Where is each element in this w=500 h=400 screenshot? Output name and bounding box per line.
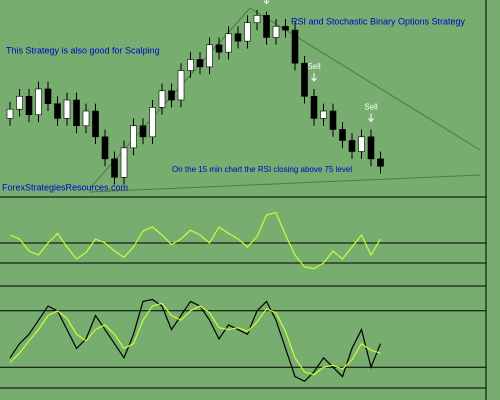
candle-body (358, 136, 365, 152)
candle-body (329, 110, 337, 130)
candle-body (130, 125, 137, 149)
candle-body (44, 88, 52, 104)
trendline (249, 7, 481, 151)
candle-body (320, 110, 327, 119)
candle-body (25, 96, 33, 116)
candle-body (377, 158, 384, 167)
candle-body (339, 129, 346, 141)
candle-body (348, 140, 356, 152)
candle-body (63, 99, 71, 119)
candle-body (168, 90, 175, 101)
candle-body (139, 125, 147, 138)
candle-body (35, 88, 42, 116)
signal-arrow (311, 72, 317, 82)
candle-body (310, 96, 318, 119)
signal-label: Sell (364, 103, 378, 112)
candle-body (158, 90, 166, 108)
candle-body (6, 108, 14, 119)
candle-body (73, 99, 80, 127)
indicator-line (9, 302, 381, 376)
candle-body (234, 33, 242, 42)
trendline (89, 174, 481, 193)
candle-body (253, 15, 261, 24)
indicator-line (9, 211, 382, 270)
candle-body (149, 107, 156, 138)
candle-body (215, 44, 223, 53)
signal-arrow (368, 113, 374, 123)
candle-body (177, 70, 185, 101)
candle-body (101, 136, 109, 160)
candle-body (225, 33, 232, 53)
candle-body (301, 62, 308, 97)
candle-body (244, 22, 251, 42)
candle-body (82, 110, 90, 127)
signal-arrow (263, 0, 270, 5)
annotation: On the 15 min chart the RSI closing abov… (172, 165, 352, 174)
candle-body (367, 136, 375, 160)
candle-body (111, 158, 118, 178)
candle-body (16, 96, 23, 110)
chart-title: RSI and Stochastic Binary Options Strate… (291, 16, 466, 26)
candle-body (54, 103, 61, 119)
candle-body (291, 29, 299, 64)
candle-body (92, 110, 99, 138)
candle-body (196, 59, 204, 68)
indicator-line (9, 298, 382, 383)
candle-body (282, 26, 289, 31)
candle-body (272, 26, 280, 38)
candle-body (206, 44, 213, 68)
signal-label: Sell (307, 62, 321, 71)
annotation: This Strategy is also good for Scalping (6, 45, 160, 55)
candle-body (263, 15, 270, 38)
annotation: ForexStrategiesResources.com (2, 182, 128, 192)
candle-body (187, 59, 194, 71)
candle-body (120, 147, 128, 178)
